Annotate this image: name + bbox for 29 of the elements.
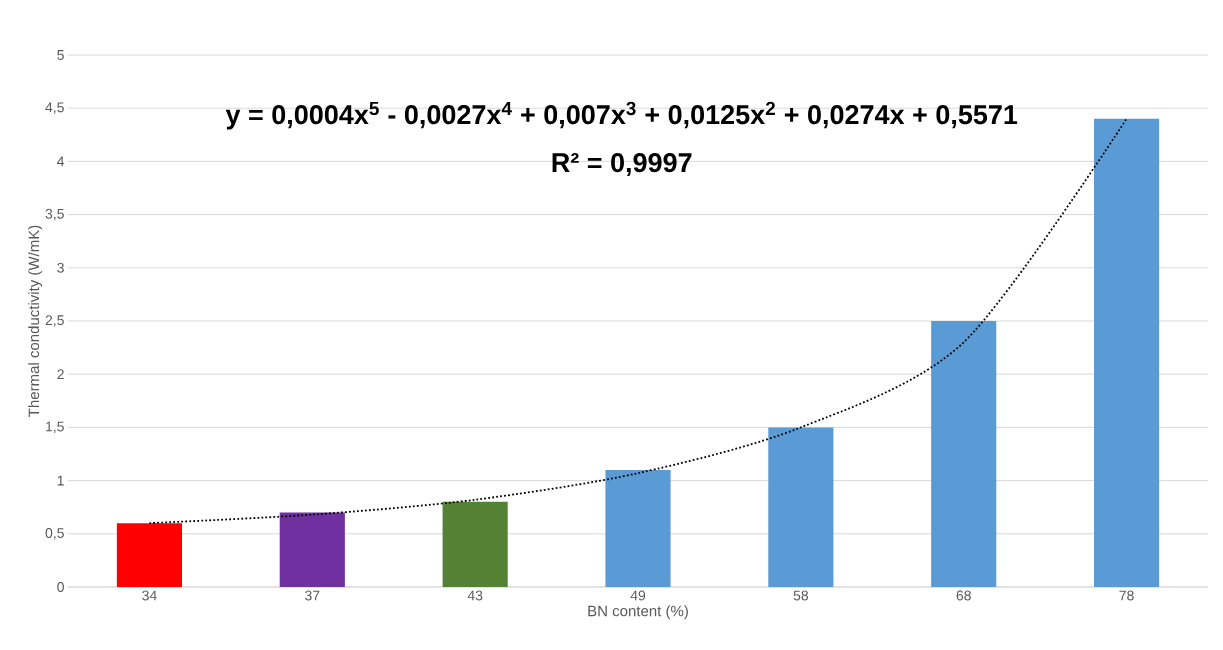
y-tick-label: 5	[57, 50, 64, 60]
bar	[116, 523, 183, 587]
bar	[442, 501, 508, 587]
y-tick-label: 2,5	[45, 315, 64, 327]
x-tick-label: 49	[630, 590, 646, 601]
x-tick-label: 37	[305, 590, 320, 601]
y-tick-label: 3,5	[45, 208, 64, 221]
y-tick-label: 0,5	[45, 527, 64, 540]
annotation: R² = 0,9997	[552, 153, 692, 177]
x-tick-label: 78	[1119, 590, 1134, 601]
bar	[279, 512, 345, 587]
y-tick-label: 0	[57, 582, 64, 592]
y-axis-title: Thermal conductivity (W/mK)	[28, 225, 43, 417]
y-tick-label: 2	[57, 369, 64, 380]
bar	[931, 320, 997, 587]
y-tick-label: 3	[57, 262, 64, 273]
y-tick-label: 1	[57, 475, 64, 486]
y-tick-label: 4	[57, 156, 65, 167]
bar	[1094, 118, 1160, 587]
x-tick-label: 68	[956, 590, 971, 601]
x-axis-title: BN content (%)	[588, 605, 688, 620]
x-tick-label: 58	[793, 590, 809, 601]
text: y = 0,0004x$^{5}$ - 0,0027x$^{4}$ + 0,007x$^{3}$ + 0,0125x$^{2}$ + 0,0274x + 0,5571	[225, 101, 1018, 130]
bar	[605, 469, 671, 587]
x-tick-label: 43	[467, 590, 483, 601]
y-tick-label: 4,5	[45, 102, 64, 114]
x-tick-label: 34	[142, 590, 157, 601]
y-tick-label: 1,5	[46, 421, 64, 434]
bar	[768, 427, 834, 587]
